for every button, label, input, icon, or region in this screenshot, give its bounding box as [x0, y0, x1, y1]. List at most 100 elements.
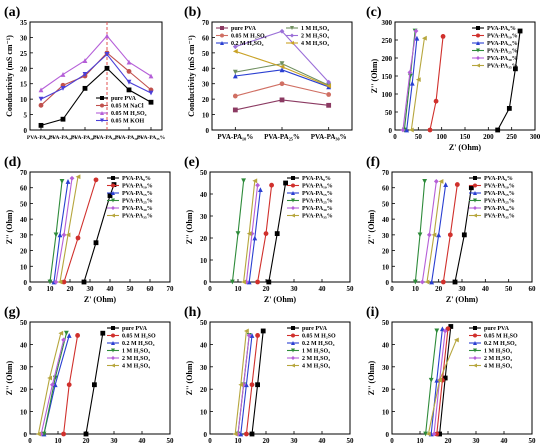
legend-label: PVA-PA₂₅%: [484, 199, 515, 205]
series-line: [243, 180, 256, 283]
data-point: [440, 279, 446, 285]
y-tick-label: 20: [200, 386, 208, 394]
legend-marker: [476, 33, 480, 38]
data-point: [440, 34, 446, 39]
data-point: [279, 67, 285, 73]
legend-label: PVA-PA₃₀%: [487, 56, 518, 62]
panel-letter: (e): [184, 155, 200, 170]
x-tick-label: 300: [530, 133, 541, 141]
legend-label: PVA-PA₂₅%: [122, 199, 153, 205]
data-point: [104, 65, 110, 71]
x-tick-label: 40: [482, 285, 490, 293]
series-line: [83, 184, 115, 283]
data-point: [238, 431, 244, 437]
legend-label: pure PVA: [302, 326, 328, 332]
x-tick-label: 0: [208, 437, 212, 445]
x-tick-label: 50: [347, 437, 355, 445]
data-point: [36, 431, 41, 437]
data-point: [75, 174, 81, 180]
x-tick-label: 0: [208, 285, 212, 293]
data-point: [431, 431, 437, 437]
y-tick-label: 50: [382, 200, 390, 208]
y-tick-label: 0: [204, 279, 208, 287]
legend-marker: [100, 118, 104, 123]
data-point: [107, 193, 113, 198]
y-tick-label: 200: [382, 55, 393, 63]
legend-marker: [111, 326, 115, 330]
data-point: [66, 382, 72, 388]
data-point: [126, 87, 132, 93]
data-point: [82, 58, 88, 63]
data-point: [279, 97, 285, 103]
legend-label: 2 M H₂SO₄: [122, 356, 150, 362]
data-point: [452, 279, 458, 285]
y-tick-label: 40: [382, 216, 390, 224]
y-tick-label: 60: [382, 185, 390, 193]
data-point: [38, 102, 44, 108]
data-point: [47, 279, 53, 285]
y-tick-label: 50: [202, 50, 210, 58]
data-point: [38, 87, 44, 93]
y-tick-label: 10: [20, 263, 28, 271]
series-line: [40, 67, 152, 126]
plot-frame: [209, 171, 351, 283]
legend-label: PVA-PA₁₀%: [487, 34, 518, 40]
plot-frame: [209, 321, 351, 435]
y-tick-label: 25: [20, 50, 28, 58]
y-axis-label: Z'' (Ohm): [185, 360, 194, 395]
legend-label: PVA-PA₂₅%: [487, 49, 518, 55]
data-point: [58, 330, 64, 336]
data-point: [235, 431, 241, 437]
y-axis-label: Z'' (Ohm): [5, 209, 14, 244]
data-point: [447, 232, 453, 238]
data-point: [255, 279, 260, 285]
legend-label: PVA-PA₀%: [302, 176, 331, 182]
legend-label: PVA-PA₀%: [484, 176, 513, 182]
data-point: [126, 68, 132, 74]
data-point: [461, 232, 467, 238]
legend-marker: [291, 213, 295, 218]
legend-label: PVA-PA₁₅%: [302, 191, 333, 197]
legend-marker: [111, 356, 115, 360]
data-point: [440, 326, 445, 332]
data-point: [41, 431, 47, 437]
x-tick-label: PVA-PA₂₅%: [93, 135, 121, 141]
legend-marker: [100, 103, 104, 108]
series-line: [37, 333, 62, 435]
x-tick-label: PVA-PA₁₅%: [49, 135, 77, 141]
data-point: [436, 232, 442, 238]
data-point: [426, 431, 431, 437]
data-point: [148, 99, 154, 105]
legend-label: PVA-PA₁₀%: [302, 184, 333, 190]
y-tick-label: 20: [382, 386, 390, 394]
data-point: [93, 240, 99, 246]
y-tick-label: 50: [385, 109, 393, 117]
data-point: [255, 333, 260, 338]
y-tick-label: 50: [20, 319, 28, 327]
chart-panel-0: (a) 0 5 10 15 20 25 30 35 Conductivity (mS cm⁻¹) P…: [4, 5, 165, 141]
data-point: [82, 85, 88, 91]
data-point: [64, 330, 69, 336]
y-tick-label: 70: [382, 169, 390, 177]
data-point: [409, 80, 415, 86]
y-tick-label: 10: [382, 409, 390, 417]
y-tick-label: 20: [20, 65, 28, 73]
y-tick-label: 30: [382, 232, 390, 240]
data-point: [252, 235, 258, 241]
data-point: [454, 337, 459, 343]
data-point: [83, 431, 89, 437]
legend-label: pure PVA: [484, 326, 510, 332]
data-point: [255, 182, 260, 188]
legend-marker: [473, 176, 477, 180]
legend-marker: [220, 33, 224, 38]
legend-marker: [473, 348, 477, 353]
data-point: [244, 382, 249, 388]
legend-marker: [111, 176, 115, 180]
x-tick-label: 10: [47, 285, 55, 293]
x-tick-label: 40: [107, 285, 115, 293]
x-tick-label: 0: [390, 285, 394, 293]
data-point: [241, 178, 246, 184]
data-point: [244, 328, 249, 334]
legend-label: PVA-PA₃₅%: [302, 214, 333, 220]
